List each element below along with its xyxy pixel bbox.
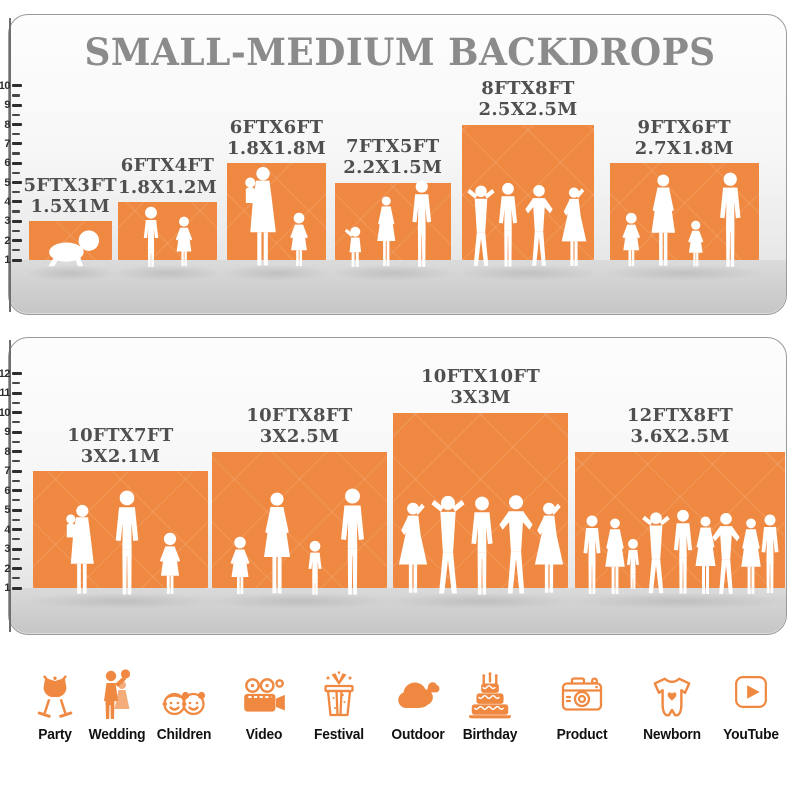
category-wedding: Wedding (72, 663, 162, 743)
category-label: Children (156, 726, 212, 743)
floor-panel-1 (9, 260, 786, 313)
size-label: 5FTX3FT 1.5X1M (0, 175, 160, 217)
wedding-icon (72, 663, 162, 721)
category-festival: Festival (294, 663, 384, 743)
backdrop-bar-6x4: 6FTX4FT 1.8X1.2M (114, 155, 221, 282)
category-label: Birthday (462, 726, 518, 743)
category-label: Party (38, 726, 72, 743)
category-party: Party (10, 663, 100, 743)
size-m: 1.8X1.8M (227, 138, 326, 160)
category-label: Festival (314, 726, 364, 743)
outdoor-icon (373, 663, 463, 721)
size-ft: 6FTX6FT (229, 116, 324, 138)
backdrop-bar-8x8: 8FTX8FT 2.5X2.5M (456, 78, 600, 282)
people-silhouettes (66, 490, 181, 595)
size-ft: 10FTX7FT (67, 424, 174, 446)
birthday-icon (445, 663, 535, 721)
size-label: 6FTX6FT 1.8X1.8M (187, 117, 367, 159)
floor-panel-2 (9, 588, 786, 633)
youtube-icon (706, 663, 796, 721)
size-m: 3X3M (450, 387, 511, 409)
people-silhouettes (398, 495, 564, 595)
size-ft: 6FTX4FT (120, 155, 215, 177)
category-label: Outdoor (391, 726, 445, 743)
size-label: 10FTX8FT 3X2.5M (210, 405, 390, 447)
category-label: Newborn (643, 726, 701, 743)
backdrop-bar-12x8: 12FTX8FT 3.6X2.5M (566, 405, 794, 609)
size-label: 9FTX6FT 2.7X1.8M (594, 117, 774, 159)
size-ft: 10FTX10FT (420, 366, 541, 388)
size-m: 2.7X1.8M (634, 138, 734, 160)
category-children: Children (139, 663, 229, 743)
festival-icon (294, 663, 384, 721)
size-m: 2.2X1.5M (343, 157, 443, 179)
size-m: 3.6X2.5M (630, 426, 730, 448)
people-silhouettes (230, 488, 364, 595)
size-label: 12FTX8FT 3.6X2.5M (590, 405, 770, 447)
backdrop-bar-10x7: 10FTX7FT 3X2.1M (26, 425, 215, 609)
people-silhouettes (344, 180, 432, 267)
size-ft: 12FTX8FT (626, 405, 734, 427)
size-label: 7FTX5FT 2.2X1.5M (303, 136, 483, 178)
page-title: SMALL-MEDIUM BACKDROPS (84, 30, 716, 74)
backdrop-bar-9x6: 9FTX6FT 2.7X1.8M (604, 117, 764, 281)
people-silhouettes (467, 182, 587, 267)
children-icon (139, 663, 229, 721)
size-ft: 9FTX6FT (637, 116, 731, 138)
category-label: Wedding (88, 726, 146, 743)
size-m: 3X2.1M (80, 445, 161, 467)
size-label: 8FTX8FT 2.5X2.5M (438, 78, 618, 120)
party-icon (10, 663, 100, 721)
category-label: Product (556, 726, 608, 743)
category-birthday: Birthday (445, 663, 535, 743)
backdrop-bar-10x10: 10FTX10FT 3X3M (386, 366, 575, 609)
people-silhouettes (622, 172, 741, 267)
category-label: YouTube (723, 726, 779, 743)
people-silhouettes (143, 206, 193, 267)
size-label: 10FTX7FT 3X2.1M (31, 425, 211, 467)
backdrop-bar-10x8: 10FTX8FT 3X2.5M (205, 405, 394, 609)
people-silhouettes (583, 509, 779, 595)
size-m: 2.5X2.5M (478, 99, 578, 121)
category-label: Video (245, 726, 283, 743)
ruler-spine-1 (9, 18, 11, 312)
newborn-icon (627, 663, 717, 721)
size-m: 3X2.5M (259, 426, 340, 448)
category-youtube: YouTube (706, 663, 796, 743)
category-newborn: Newborn (627, 663, 717, 743)
size-ft: 5FTX3FT (23, 174, 117, 196)
size-ft: 7FTX5FT (346, 136, 440, 158)
category-product: Product (537, 663, 627, 743)
product-icon (537, 663, 627, 721)
size-label: 10FTX10FT 3X3M (391, 366, 571, 408)
size-label: 6FTX4FT 1.8X1.2M (78, 155, 258, 197)
category-video: Video (219, 663, 309, 743)
size-ft: 10FTX8FT (246, 405, 353, 427)
video-icon (219, 663, 309, 721)
category-outdoor: Outdoor (373, 663, 463, 743)
size-ft: 8FTX8FT (481, 78, 575, 100)
backdrop-bar-7x5: 7FTX5FT 2.2X1.5M (330, 136, 455, 282)
size-m: 1.8X1.2M (118, 176, 217, 198)
size-m: 1.5X1M (30, 196, 111, 218)
backdrop-bar-5x3: 5FTX3FT 1.5X1M (24, 175, 117, 281)
backdrop-bar-6x6: 6FTX6FT 1.8X1.8M (223, 117, 330, 281)
ruler-spine-2 (9, 340, 11, 632)
